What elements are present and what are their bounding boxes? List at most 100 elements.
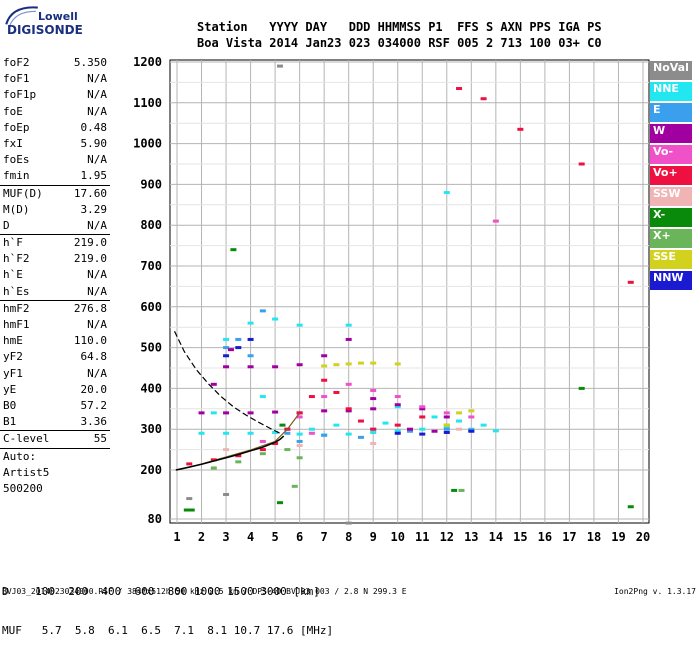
- param-value: 17.60: [73, 186, 107, 200]
- param-label: hmE: [3, 334, 23, 348]
- data-point-e: [235, 337, 242, 341]
- param-row: yF2 64.8: [0, 349, 110, 365]
- y-tick-label: 1200: [133, 55, 162, 69]
- data-point-ssw: [456, 427, 463, 431]
- param-label: h`F2: [3, 252, 30, 266]
- x-tick-label: 2: [198, 530, 205, 544]
- param-row: hmF2 276.8: [0, 301, 110, 317]
- data-point-nnw: [394, 431, 401, 435]
- panel-separator: [0, 184, 110, 186]
- data-point-vo: [308, 395, 315, 399]
- data-point-e: [321, 433, 328, 437]
- data-point-nne: [296, 323, 303, 327]
- polarization-legend: NoVal NNE E W Vo- Vo+ SSW X- X+ SSE NNW: [650, 61, 692, 292]
- param-row: Artist5: [0, 465, 110, 481]
- param-row: foF1p N/A: [0, 87, 110, 103]
- data-point-nne: [259, 395, 266, 399]
- data-point-e: [296, 439, 303, 443]
- param-label: yF2: [3, 350, 23, 364]
- data-point-nne: [247, 431, 254, 435]
- param-value: N/A: [87, 72, 107, 86]
- data-point-nne: [443, 425, 450, 429]
- data-point-vo: [419, 405, 426, 409]
- param-row: yF1 N/A: [0, 366, 110, 382]
- data-point-x: [210, 466, 217, 470]
- data-point-e: [443, 427, 450, 431]
- digisonde-logo-icon: [5, 6, 38, 26]
- param-value: 57.2: [80, 398, 108, 412]
- x-tick-label: 18: [587, 530, 601, 544]
- data-point-e: [259, 309, 266, 313]
- data-point-vo: [259, 448, 266, 452]
- data-point-nne: [247, 321, 254, 325]
- y-tick-label: 900: [140, 177, 162, 191]
- panel-separator: [0, 430, 110, 432]
- param-value: N/A: [87, 284, 107, 298]
- param-value: N/A: [87, 88, 107, 102]
- x-tick-label: 7: [321, 530, 328, 544]
- data-point-x: [296, 456, 303, 460]
- logo-digisonde: DIGISONDE: [7, 23, 83, 37]
- param-label: h`Es: [3, 284, 30, 298]
- data-point-x: [277, 501, 284, 505]
- data-point-nne: [394, 429, 401, 433]
- param-label: B0: [3, 398, 17, 412]
- data-point-vo: [627, 280, 634, 284]
- data-point-w: [210, 382, 217, 386]
- data-point-sse: [321, 364, 328, 368]
- data-point-ssw: [223, 448, 230, 452]
- data-point-nne: [394, 405, 401, 409]
- data-point-x: [230, 248, 237, 252]
- param-label: D: [3, 218, 10, 232]
- param-label: hmF2: [3, 301, 30, 315]
- param-row: B0 57.2: [0, 398, 110, 414]
- data-point-nne: [492, 429, 499, 433]
- param-row: foEs N/A: [0, 152, 110, 168]
- data-point-vo: [578, 162, 585, 166]
- data-point-sse: [394, 362, 401, 366]
- ionogram-chart: 1 2 3 4 5 6 7 8 9 10 11 12 13 14 15 16 17 18 19 20802003004…: [133, 55, 650, 544]
- data-point-w: [247, 411, 254, 415]
- panel-separator: [0, 447, 110, 449]
- data-point-vo: [370, 388, 377, 392]
- param-value: 20.0: [80, 382, 108, 396]
- data-point-vo: [394, 395, 401, 399]
- data-point-noval: [223, 493, 230, 496]
- data-point-e: [223, 346, 230, 350]
- param-label: h`E: [3, 268, 23, 282]
- data-point-nne: [431, 415, 438, 419]
- data-point-nne: [382, 421, 389, 425]
- data-point-x: [284, 448, 291, 452]
- x-tick-label: 14: [489, 530, 503, 544]
- data-point-nne: [333, 423, 340, 427]
- x-tick-label: 20: [636, 530, 650, 544]
- data-point-nne: [223, 431, 230, 435]
- param-value: 219.0: [73, 236, 107, 250]
- data-point-x: [235, 460, 242, 464]
- data-point-nne: [308, 427, 315, 431]
- legend-item-ssw: SSW: [650, 187, 692, 206]
- param-row: fxI 5.90: [0, 136, 110, 152]
- data-point-nne: [223, 337, 230, 341]
- data-point-vo: [345, 407, 352, 411]
- data-point-x: [183, 508, 190, 512]
- param-row: foE N/A: [0, 104, 110, 120]
- param-label: fxI: [3, 136, 23, 150]
- data-point-sse: [456, 411, 463, 415]
- param-label: foEs: [3, 153, 30, 167]
- data-point-x: [291, 484, 298, 488]
- data-point-vo: [296, 415, 303, 419]
- x-tick-label: 4: [247, 530, 254, 544]
- file-info: BVJ03_2014023034000.RSF / 384fx512h 50 k…: [2, 587, 407, 596]
- data-point-vo: [296, 411, 303, 415]
- param-row: MUF(D) 17.60: [0, 186, 110, 202]
- data-point-w: [419, 407, 426, 411]
- data-point-vo: [259, 439, 266, 443]
- param-row: h`F2 219.0: [0, 251, 110, 267]
- data-point-nne: [419, 427, 426, 431]
- data-point-nne: [345, 323, 352, 327]
- param-row: hmE 110.0: [0, 333, 110, 349]
- param-value: 5.350: [73, 56, 107, 69]
- param-row: foF2 5.350: [0, 55, 110, 71]
- data-point-x: [627, 505, 634, 509]
